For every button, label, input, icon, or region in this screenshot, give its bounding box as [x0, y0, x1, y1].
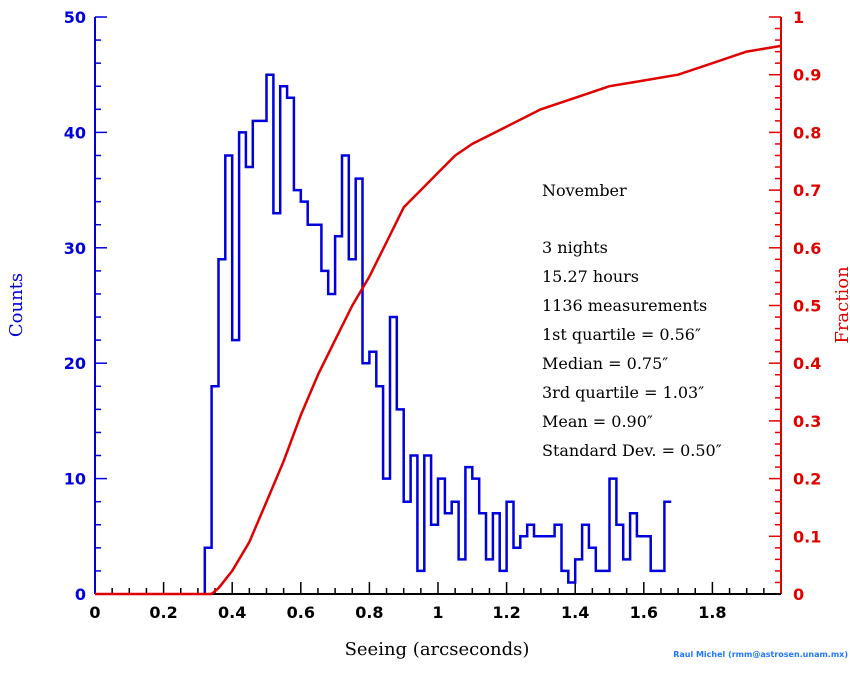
right-tick-label: 0.1: [793, 527, 821, 546]
bottom-tick-label: 1.2: [492, 603, 520, 622]
bottom-tick-label: 0.4: [218, 603, 246, 622]
y-axis-title-right: Fraction: [832, 266, 850, 344]
annotation-third-quartile: 3rd quartile = 1.03″: [542, 383, 704, 402]
left-tick-label: 10: [64, 470, 86, 489]
bottom-axis: 0 0.2 0.4 0.6 0.8 1 1.2 1.4 1.6 1.8: [89, 582, 782, 622]
right-tick-label: 0.6: [793, 239, 821, 258]
annotation-block: November 3 nights 15.27 hours 1136 measu…: [542, 181, 722, 460]
credit-text: Raul Michel (rmm@astrosen.unam.mx): [673, 650, 848, 659]
left-tick-label: 50: [64, 8, 86, 27]
y-axis-title-left: Counts: [6, 273, 27, 337]
annotation-month: November: [542, 181, 627, 200]
right-tick-label: 0.5: [793, 297, 821, 316]
bottom-tick-label: 1.4: [561, 603, 589, 622]
right-tick-label: 0.9: [793, 66, 821, 85]
histogram-series: [203, 73, 672, 594]
series-layer: [95, 44, 782, 596]
annotation-std-dev: Standard Dev. = 0.50″: [542, 441, 722, 460]
bottom-tick-label: 0.2: [149, 603, 177, 622]
right-tick-label: 0.3: [793, 412, 821, 431]
left-axis: 0 10 20 30 40 50: [64, 8, 107, 604]
right-tick-label: 0.8: [793, 123, 821, 142]
annotation-hours: 15.27 hours: [542, 267, 639, 286]
bottom-tick-label: 1.6: [630, 603, 658, 622]
right-tick-label: 1: [793, 8, 804, 27]
left-tick-label: 40: [64, 123, 86, 142]
left-tick-label: 20: [64, 354, 86, 373]
bottom-tick-label: 1: [432, 603, 443, 622]
x-axis-title: Seeing (arcseconds): [345, 639, 530, 660]
bottom-tick-label: 0.8: [355, 603, 383, 622]
cumulative-fraction-series: [95, 44, 782, 596]
right-tick-label: 0.4: [793, 354, 821, 373]
left-tick-label: 0: [75, 585, 86, 604]
annotation-mean: Mean = 0.90″: [542, 412, 653, 431]
bottom-tick-label: 1.8: [698, 603, 726, 622]
left-tick-label: 30: [64, 239, 86, 258]
annotation-first-quartile: 1st quartile = 0.56″: [542, 325, 701, 344]
annotation-nights: 3 nights: [542, 238, 608, 257]
annotation-measurements: 1136 measurements: [542, 296, 707, 315]
annotation-median: Median = 0.75″: [542, 354, 668, 373]
right-axis: 0 0.1 0.2 0.3 0.4 0.5 0.6 0.7 0.8 0.9 1: [769, 8, 821, 604]
bottom-tick-label: 0.6: [287, 603, 315, 622]
right-tick-label: 0: [793, 585, 804, 604]
right-tick-label: 0.2: [793, 470, 821, 489]
bottom-tick-label: 0: [89, 603, 100, 622]
right-tick-label: 0.7: [793, 181, 821, 200]
